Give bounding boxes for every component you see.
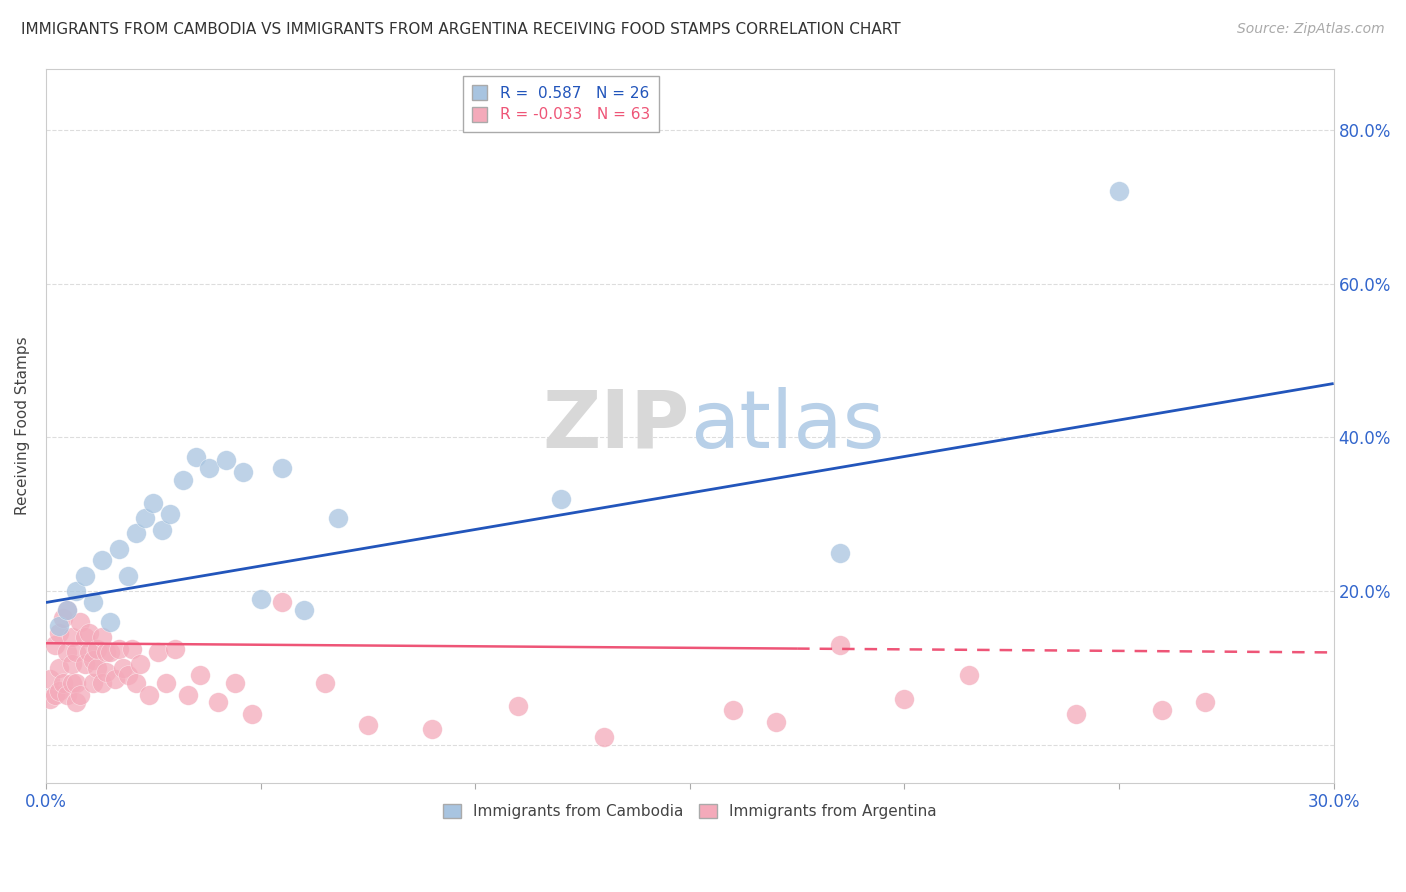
Point (765, 714, 787, 729)
Point (271, 461, 294, 475)
Point (146, 645, 169, 659)
Point (56, 603, 79, 617)
Point (69, 615, 91, 629)
Point (125, 676, 148, 690)
Point (134, 511, 156, 525)
Point (86, 661, 108, 675)
Point (215, 453, 238, 467)
Point (828, 545, 851, 559)
Point (172, 473, 194, 487)
Point (207, 695, 229, 709)
Point (314, 676, 336, 690)
Point (420, 723, 443, 737)
Point (112, 661, 135, 675)
Point (94, 645, 117, 659)
Point (957, 668, 980, 682)
Point (186, 450, 208, 464)
Point (56, 645, 79, 659)
Point (48, 618, 70, 632)
Point (39, 691, 62, 706)
Point (271, 595, 294, 609)
Point (52, 676, 75, 690)
Point (198, 461, 221, 475)
Point (232, 465, 254, 479)
Point (60, 630, 83, 644)
Point (90, 676, 112, 690)
Point (1194, 695, 1216, 709)
Point (138, 688, 160, 702)
Point (94, 665, 117, 679)
Point (326, 511, 349, 525)
Point (240, 706, 263, 721)
Point (1064, 706, 1087, 721)
Point (893, 691, 915, 706)
Point (82, 595, 104, 609)
Text: atlas: atlas (690, 387, 884, 465)
Point (249, 591, 271, 606)
Point (98, 645, 121, 659)
Point (48, 626, 70, 640)
Point (1150, 703, 1173, 717)
Point (550, 491, 572, 506)
Point (224, 676, 246, 690)
Point (65, 676, 87, 690)
Point (104, 673, 127, 687)
Point (77, 626, 100, 640)
Point (60, 676, 83, 690)
Point (65, 584, 87, 599)
Point (56, 603, 79, 617)
Point (90, 553, 112, 567)
Point (98, 615, 121, 629)
Point (39, 673, 62, 687)
Y-axis label: Receiving Food Stamps: Receiving Food Stamps (15, 336, 30, 515)
Point (1108, 185, 1130, 199)
Point (52, 611, 75, 625)
Point (155, 676, 177, 690)
Point (150, 523, 173, 537)
Point (60, 657, 83, 671)
Point (48, 683, 70, 698)
Text: Source: ZipAtlas.com: Source: ZipAtlas.com (1237, 22, 1385, 37)
Point (108, 541, 131, 556)
Point (69, 688, 91, 702)
Point (721, 703, 744, 717)
Point (90, 630, 112, 644)
Point (108, 641, 131, 656)
Point (190, 668, 212, 682)
Point (82, 653, 104, 667)
Point (159, 507, 181, 521)
Point (73, 630, 96, 644)
Legend: Immigrants from Cambodia, Immigrants from Argentina: Immigrants from Cambodia, Immigrants fro… (436, 797, 943, 825)
Point (117, 668, 139, 682)
Point (129, 657, 152, 671)
Point (77, 645, 100, 659)
Point (56, 688, 79, 702)
Point (176, 688, 198, 702)
Point (163, 641, 186, 656)
Point (125, 526, 148, 541)
Point (44, 688, 66, 702)
Point (117, 568, 139, 582)
Point (44, 638, 66, 652)
Point (121, 641, 143, 656)
Point (73, 657, 96, 671)
Point (593, 730, 616, 744)
Point (86, 641, 108, 656)
Text: IMMIGRANTS FROM CAMBODIA VS IMMIGRANTS FROM ARGENTINA RECEIVING FOOD STAMPS CORR: IMMIGRANTS FROM CAMBODIA VS IMMIGRANTS F… (21, 22, 901, 37)
Point (48, 661, 70, 675)
Point (508, 699, 530, 714)
Point (65, 695, 87, 709)
Point (82, 676, 104, 690)
Point (65, 645, 87, 659)
Point (292, 603, 315, 617)
Point (828, 638, 851, 652)
Text: ZIP: ZIP (543, 387, 690, 465)
Point (73, 568, 96, 582)
Point (142, 495, 165, 509)
Point (357, 718, 380, 732)
